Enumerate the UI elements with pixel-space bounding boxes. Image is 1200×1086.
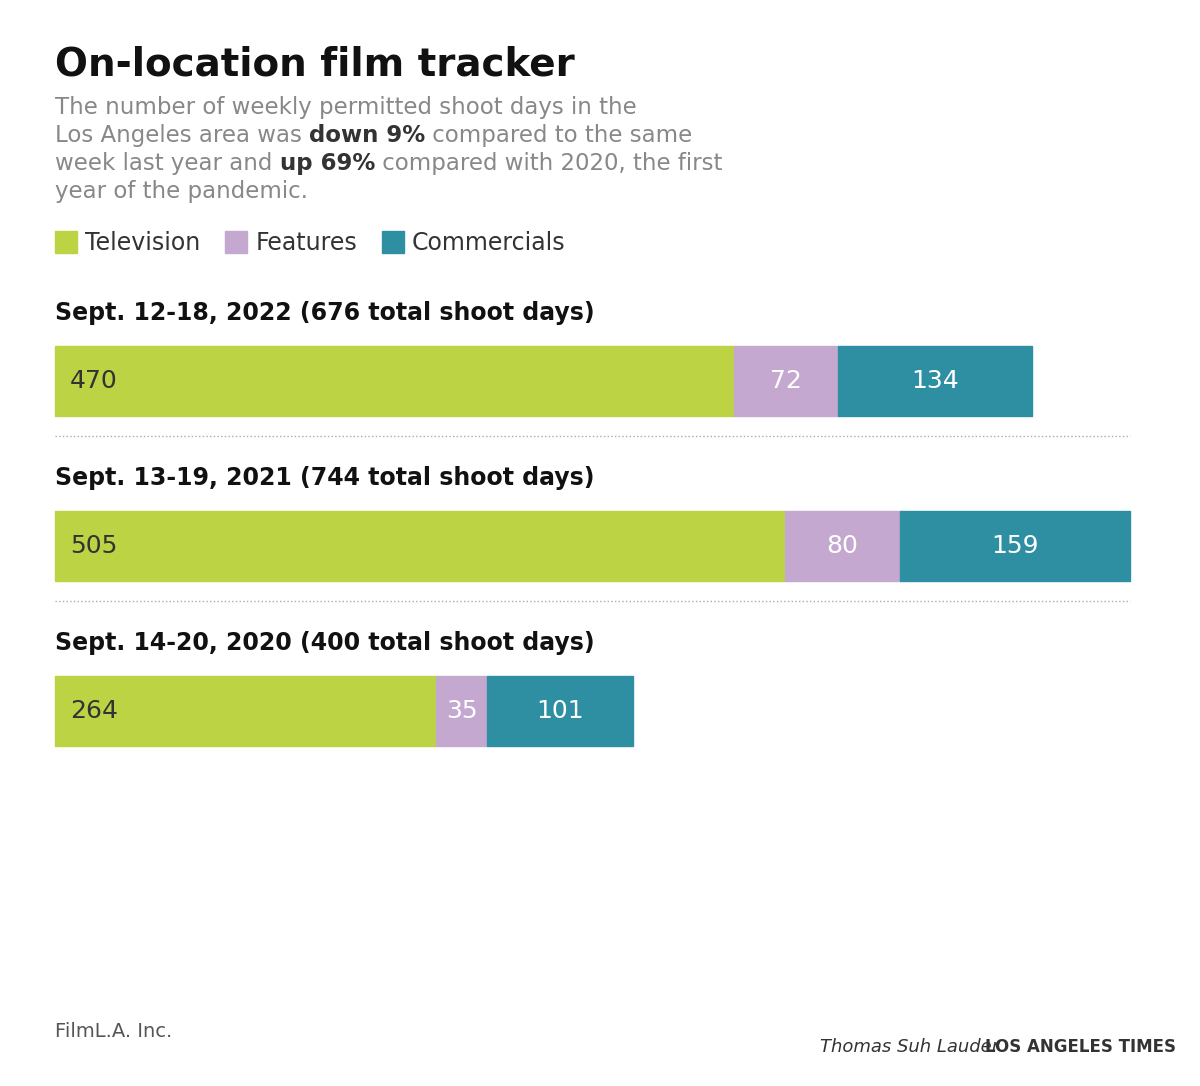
Text: 35: 35	[446, 699, 478, 723]
Text: 264: 264	[70, 699, 118, 723]
Text: FilmL.A. Inc.: FilmL.A. Inc.	[55, 1022, 173, 1041]
Text: 72: 72	[770, 369, 802, 393]
Bar	[55, 512, 785, 581]
Bar	[55, 346, 734, 416]
Text: Commercials: Commercials	[412, 231, 565, 255]
Text: Sept. 12-18, 2022 (676 total shoot days): Sept. 12-18, 2022 (676 total shoot days)	[55, 301, 595, 325]
Text: Thomas Suh Lauder: Thomas Suh Lauder	[820, 1038, 1000, 1056]
Text: 101: 101	[536, 699, 584, 723]
Text: LOS ANGELES TIMES: LOS ANGELES TIMES	[985, 1038, 1176, 1056]
Bar	[437, 675, 487, 746]
Text: Sept. 13-19, 2021 (744 total shoot days): Sept. 13-19, 2021 (744 total shoot days)	[55, 466, 594, 490]
Text: 470: 470	[70, 369, 118, 393]
Text: Sept. 14-20, 2020 (400 total shoot days): Sept. 14-20, 2020 (400 total shoot days)	[55, 631, 595, 655]
Text: Television: Television	[85, 231, 200, 255]
Bar	[900, 512, 1130, 581]
Text: down 9%: down 9%	[310, 124, 425, 147]
Text: up 69%: up 69%	[280, 152, 374, 175]
Bar	[487, 675, 632, 746]
Text: On-location film tracker: On-location film tracker	[55, 46, 575, 84]
Text: 159: 159	[991, 534, 1039, 558]
Text: 80: 80	[827, 534, 858, 558]
Text: week last year and: week last year and	[55, 152, 280, 175]
Text: 505: 505	[70, 534, 118, 558]
Bar	[785, 512, 900, 581]
Bar	[838, 346, 1032, 416]
Text: compared with 2020, the first: compared with 2020, the first	[374, 152, 722, 175]
Text: Features: Features	[256, 231, 358, 255]
Text: Los Angeles area was: Los Angeles area was	[55, 124, 310, 147]
Text: 134: 134	[911, 369, 959, 393]
Bar	[55, 231, 77, 253]
Bar	[382, 231, 404, 253]
Text: compared to the same: compared to the same	[425, 124, 692, 147]
Bar	[734, 346, 838, 416]
Text: year of the pandemic.: year of the pandemic.	[55, 180, 308, 203]
Bar	[226, 231, 247, 253]
Text: The number of weekly permitted shoot days in the: The number of weekly permitted shoot day…	[55, 96, 637, 119]
Bar	[55, 675, 437, 746]
